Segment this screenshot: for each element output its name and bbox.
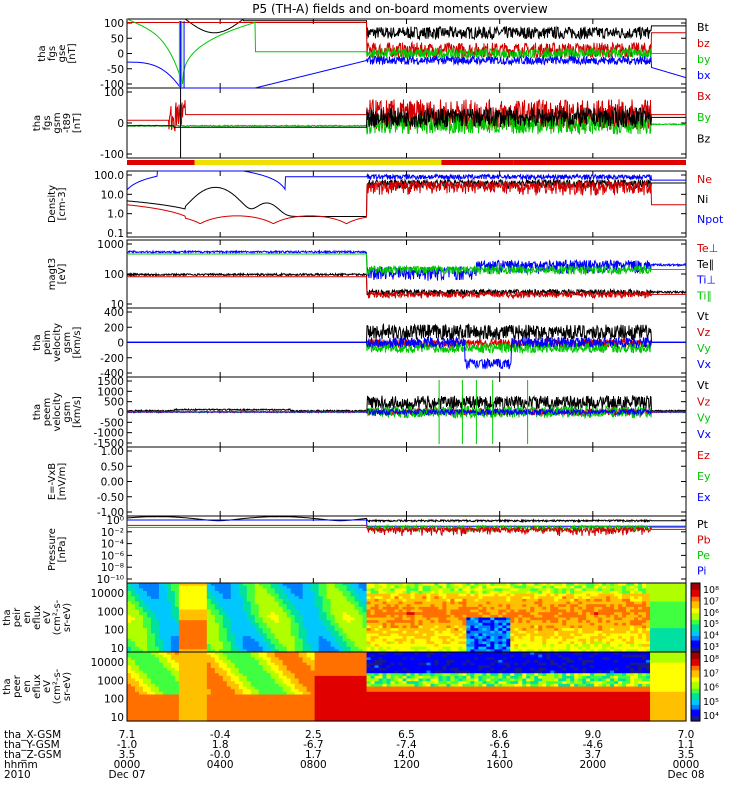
ytick-label-peer-spectrogram: 1000 — [97, 675, 124, 687]
legend-fgs-gse: by — [697, 53, 711, 66]
ytick-label-peim-velocity: 200 — [104, 322, 124, 334]
ytick-label-peir-spectrogram: 10000 — [91, 588, 124, 600]
region-bar-segment — [195, 160, 442, 165]
ytick-label-peer-spectrogram: 10000 — [91, 657, 124, 669]
legend-peem-velocity: Vz — [697, 395, 711, 408]
ytick-label-temperature: 1000 — [97, 239, 124, 251]
ytick-label-density: 1.0 — [107, 209, 124, 221]
ytick-label-pressure: 10⁻⁴ — [101, 539, 124, 551]
ytick-label-pressure: 10⁻⁸ — [101, 562, 124, 574]
plot-title: P5 (TH-A) fields and on-board moments ov… — [252, 2, 548, 16]
ytick-label-peir-spectrogram: 100 — [104, 625, 124, 637]
ytick-label-fgs-gse: 100 — [104, 18, 124, 30]
ytick-label-density: 10.0 — [101, 189, 124, 201]
series-peim-vt — [127, 325, 686, 343]
region-bar-segment — [127, 160, 195, 165]
legend-density: Ni — [697, 193, 708, 206]
ytick-label-peim-velocity: 400 — [104, 307, 124, 319]
panel-frame-efield — [127, 447, 686, 516]
ytick-label-temperature: 100 — [104, 269, 124, 281]
legend-pressure: Pe — [697, 549, 710, 562]
ytick-label-peer-spectrogram: 10 — [111, 712, 124, 724]
ytick-label-pressure: 10⁻⁶ — [101, 550, 124, 562]
legend-density: Npot — [697, 213, 724, 226]
legend-peem-velocity: Vx — [697, 428, 712, 441]
legend-efield: Ex — [697, 491, 711, 504]
legend-fgs-gsm: Bx — [697, 90, 712, 103]
ytick-label-pressure: 10⁻² — [101, 527, 124, 539]
legend-density: Ne — [697, 173, 712, 186]
ylabel-efield: [mV/m] — [57, 463, 68, 501]
legend-fgs-gse: bz — [697, 37, 710, 50]
ylabel-temperature: [eV] — [57, 264, 68, 285]
legend-efield: Ey — [697, 470, 711, 483]
ylabel-fgs-gse: [nT] — [67, 43, 78, 63]
ytick-label-peir-spectrogram: 1000 — [97, 606, 124, 618]
legend-pressure: Pb — [697, 534, 711, 547]
legend-temperature: Te∥ — [696, 258, 714, 271]
ytick-label-density: 100.0 — [94, 170, 124, 182]
legend-peem-velocity: Vt — [697, 379, 710, 392]
legend-fgs-gse: bx — [697, 69, 711, 82]
ytick-label-fgs-gsm: 100 — [104, 87, 124, 99]
legend-peim-velocity: Vz — [697, 326, 711, 339]
ytick-label-peim-velocity: -200 — [100, 353, 124, 365]
region-bar-segment — [514, 160, 686, 165]
legend-fgs-gsm: By — [697, 111, 712, 124]
ylabel-peer-spectrogram: sr-eV) — [62, 672, 73, 701]
legend-peim-velocity: Vt — [697, 310, 710, 323]
ytick-label-peim-velocity: 0 — [117, 338, 124, 350]
ylabel-peir-spectrogram: sr-eV) — [62, 603, 73, 632]
ytick-label-peir-spectrogram: 10 — [111, 643, 124, 655]
ytick-label-fgs-gse: 50 — [111, 33, 124, 45]
ytick-label-efield: 0.00 — [101, 477, 124, 489]
ylabel-fgs-gsm: [nT] — [72, 113, 83, 133]
legend-peim-velocity: Vx — [697, 358, 712, 371]
legend-fgs-gse: Bt — [697, 21, 710, 34]
ytick-label-fgs-gse: -50 — [107, 64, 124, 76]
ytick-label-fgs-gsm: 0 — [117, 118, 124, 130]
ytick-label-efield: 0.50 — [101, 461, 124, 473]
legend-peim-velocity: Vy — [697, 342, 711, 355]
region-bar-segment — [441, 160, 513, 165]
ytick-label-efield: 1.00 — [101, 446, 124, 458]
legend-efield: Ez — [697, 449, 710, 462]
ytick-label-fgs-gse: 0 — [117, 49, 124, 61]
legend-pressure: Pi — [697, 565, 706, 578]
series-peim-vx — [127, 337, 686, 369]
ytick-label-efield: -0.50 — [97, 492, 124, 504]
ylabel-peem-velocity: [km/s] — [72, 396, 83, 428]
legend-peem-velocity: Vy — [697, 412, 711, 425]
legend-temperature: Te⊥ — [696, 242, 718, 255]
ytick-label-peer-spectrogram: 100 — [104, 694, 124, 706]
ytick-label-pressure: 10⁰ — [106, 515, 124, 527]
legend-temperature: Ti∥ — [696, 289, 712, 302]
ytick-label-pressure: 10⁻¹⁰ — [97, 574, 124, 586]
legend-fgs-gsm: Bz — [697, 132, 711, 145]
ylabel-density: [cm-3] — [57, 187, 68, 220]
legend-temperature: Ti⊥ — [696, 274, 716, 287]
ylabel-pressure: [nPa] — [57, 536, 68, 562]
ytick-label-fgs-gsm: -100 — [100, 149, 124, 161]
ylabel-peim-velocity: [km/s] — [72, 326, 83, 358]
legend-pressure: Pt — [697, 518, 709, 531]
